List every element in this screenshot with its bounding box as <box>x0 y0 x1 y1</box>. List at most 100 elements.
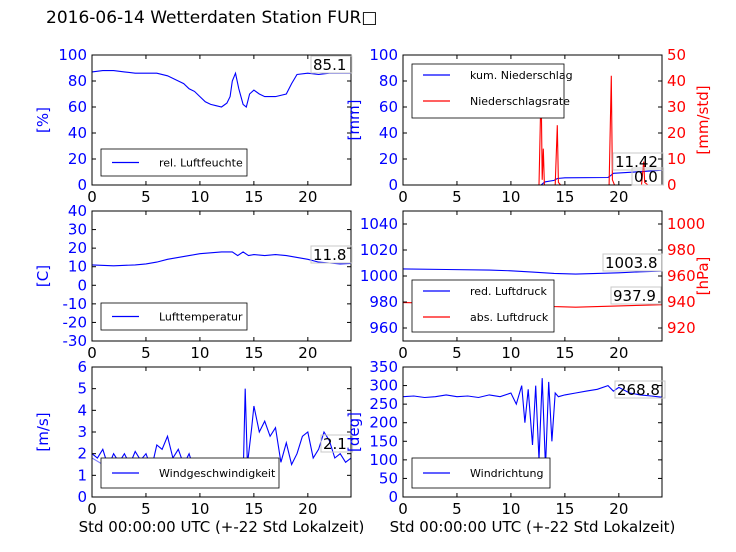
x-tick-label: 0 <box>87 188 97 206</box>
y-tick-label: 80 <box>379 72 398 90</box>
x-tick-label: 0 <box>87 344 97 362</box>
annotation-box <box>614 380 666 399</box>
y-tick-label: 0 <box>388 488 398 506</box>
y-tick-label: 60 <box>68 98 87 116</box>
y-tick-label: 5 <box>77 380 87 398</box>
y-tick-label: 100 <box>369 46 398 64</box>
y-tick-label-right: 980 <box>667 241 696 259</box>
value-annotation: 11.8 <box>313 246 346 264</box>
legend-frame <box>411 63 565 119</box>
x-tick-label: 5 <box>141 500 151 518</box>
y-tick-label-right: 40 <box>667 72 686 90</box>
y-tick-label: 40 <box>379 124 398 142</box>
y-tick-label: 100 <box>369 451 398 469</box>
y-tick-label: 0 <box>77 276 87 294</box>
y-tick-label: 80 <box>68 72 87 90</box>
value-annotation: 85.1 <box>313 56 346 74</box>
y-axis-label: [mm] <box>345 100 363 141</box>
y-axis-label-right: [hPa] <box>694 257 712 296</box>
y-tick-label: 1000 <box>360 267 398 285</box>
y-tick-label: 40 <box>68 124 87 142</box>
y-tick-label: 10 <box>68 258 87 276</box>
legend: rel. Luftfeuchte <box>100 148 248 177</box>
x-tick-label: 15 <box>555 500 574 518</box>
x-tick-label: 5 <box>141 188 151 206</box>
value-annotation: 937.9 <box>613 287 656 305</box>
x-axis-label: Std 00:00:00 UTC (+-22 Std Lokalzeit) <box>79 518 365 536</box>
y-tick-label: 40 <box>68 202 87 220</box>
y-tick-label: 30 <box>68 221 87 239</box>
value-annotation: 1003.8 <box>605 254 658 272</box>
legend: red. Luftdruck abs. Luftdruck <box>411 279 555 333</box>
y-tick-label-right: 940 <box>667 293 696 311</box>
legend-entry: Lufttemperatur <box>159 311 243 324</box>
y-axis-label-right: [mm/std] <box>694 85 712 154</box>
y-tick-label: 1020 <box>360 241 398 259</box>
y-tick-label-right: 960 <box>667 267 696 285</box>
chart-pressure: 0 5 10 15 20 960 980 1000 1020 1040 920 940 960 980 10… <box>360 210 712 362</box>
y-tick-label: 960 <box>369 319 398 337</box>
x-tick-label: 0 <box>398 500 408 518</box>
y-tick-label-right: 50 <box>667 46 686 64</box>
x-tick-label: 20 <box>609 188 628 206</box>
legend-entry: rel. Luftfeuchte <box>159 157 243 170</box>
x-tick-label: 5 <box>452 344 462 362</box>
chart-precip: 0 5 10 15 20 0 20 40 60 80 100 0 10 20 30 40 50 [mm] [mm/s… <box>345 46 712 206</box>
legend-entry: Niederschlagsrate <box>470 95 570 108</box>
y-tick-label: 0 <box>388 176 398 194</box>
y-tick-label: 4 <box>77 401 87 419</box>
x-tick-label: 20 <box>298 188 317 206</box>
y-axis-label: [%] <box>34 107 52 133</box>
value-annotation: 268.8 <box>617 381 660 399</box>
x-tick-label: 20 <box>609 344 628 362</box>
x-tick-label: 10 <box>190 344 209 362</box>
value-annotation: 0.0 <box>634 168 658 186</box>
x-tick-label: 15 <box>555 188 574 206</box>
x-tick-label: 0 <box>398 344 408 362</box>
x-tick-label: 10 <box>190 500 209 518</box>
axes-frame <box>91 210 352 342</box>
axes-frame <box>402 54 663 186</box>
y-tick-label: -20 <box>63 313 88 331</box>
series-line-precip-1 <box>403 75 662 185</box>
x-tick-label: 10 <box>501 188 520 206</box>
y-axis-label: [m/s] <box>34 412 52 451</box>
annotation-box <box>310 55 353 74</box>
y-tick-label-right: 10 <box>667 150 686 168</box>
x-tick-label: 0 <box>398 188 408 206</box>
y-tick-label-right: 920 <box>667 319 696 337</box>
series-line-humidity-0 <box>92 70 351 108</box>
y-tick-label: 0 <box>77 488 87 506</box>
x-tick-label: 0 <box>87 500 97 518</box>
legend-entry: kum. Niederschlag <box>470 69 573 82</box>
y-tick-label: 1 <box>77 466 87 484</box>
y-axis-label: [C] <box>34 265 52 287</box>
y-tick-label-right: 30 <box>667 98 686 116</box>
y-tick-label-right: 20 <box>667 124 686 142</box>
y-tick-label: 50 <box>379 469 398 487</box>
annotation-box <box>320 434 354 453</box>
y-tick-label: 3 <box>77 423 87 441</box>
y-tick-label: 2 <box>77 445 87 463</box>
y-tick-label: 350 <box>369 358 398 376</box>
y-tick-label: 0 <box>77 176 87 194</box>
chart-humidity: 0 5 10 15 20 0 20 40 60 80 100 [%] 85.1 rel. Luftfeuc… <box>34 46 353 206</box>
x-tick-label: 15 <box>244 188 263 206</box>
x-tick-label: 10 <box>501 500 520 518</box>
figure-title: 2016-06-14 Wetterdaten Station FUR□ <box>46 8 378 28</box>
y-tick-label: 250 <box>369 395 398 413</box>
y-tick-label: 20 <box>68 150 87 168</box>
axes-frame <box>91 54 352 186</box>
y-tick-label: 20 <box>379 150 398 168</box>
legend-entry: abs. Luftdruck <box>470 311 549 324</box>
series-line-precip-0 <box>403 169 662 185</box>
x-tick-label: 5 <box>452 500 462 518</box>
x-tick-label: 20 <box>298 344 317 362</box>
y-tick-label: 200 <box>369 414 398 432</box>
value-annotation: 2.1 <box>323 435 347 453</box>
x-tick-label: 5 <box>141 344 151 362</box>
y-tick-label: 6 <box>77 358 87 376</box>
